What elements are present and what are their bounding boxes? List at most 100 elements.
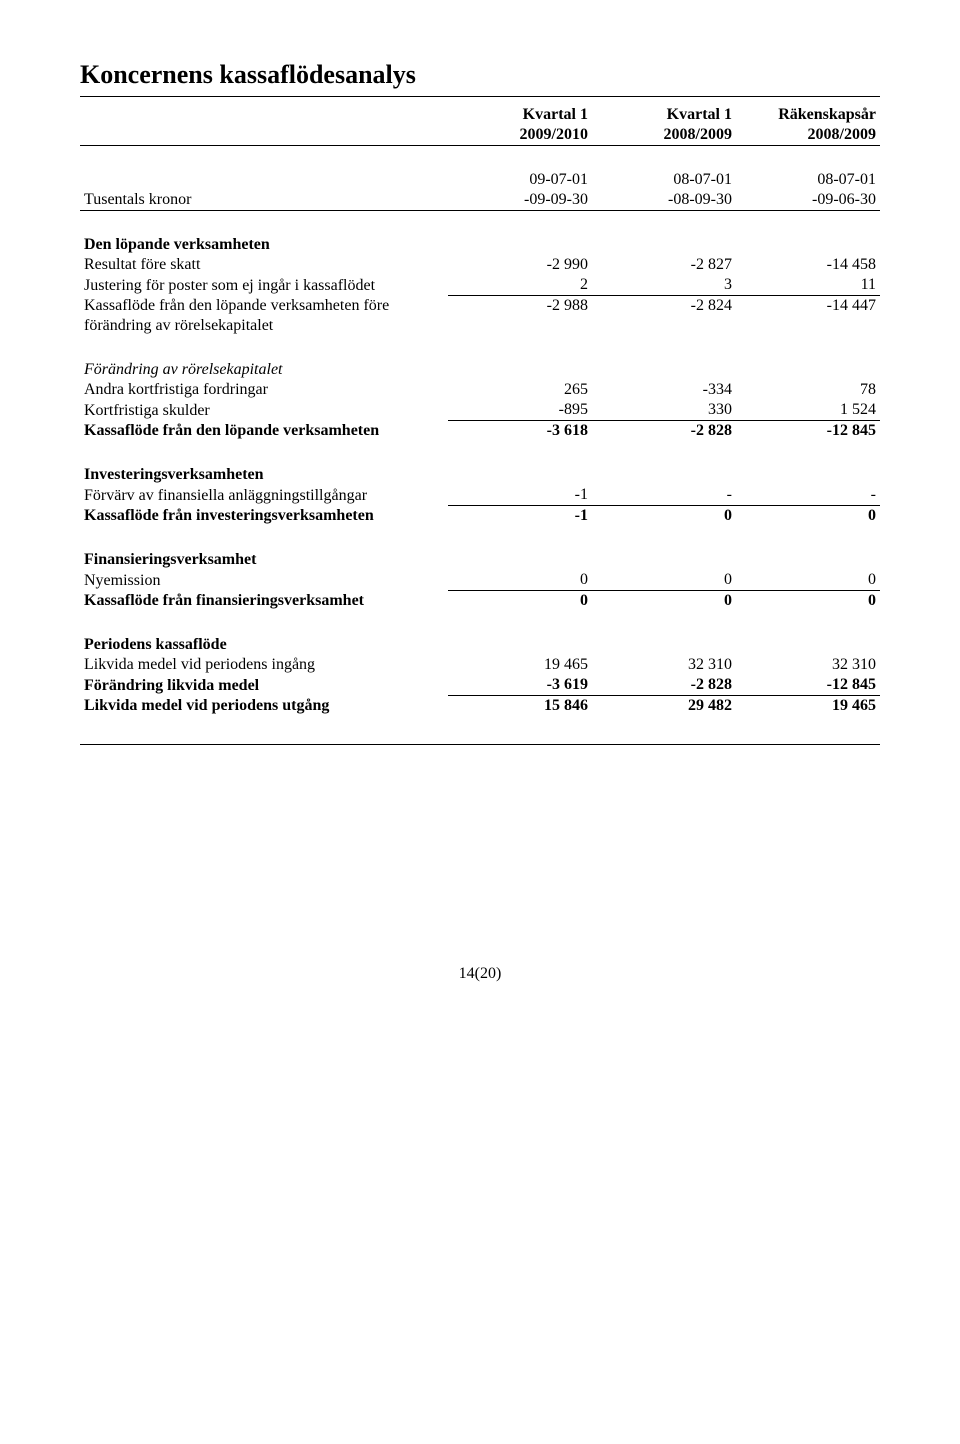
cell: -2 988	[448, 296, 592, 317]
cell: 0	[736, 591, 880, 612]
sec2-title: Förändring av rörelsekapitalet	[80, 360, 448, 380]
row-label: Nyemission	[80, 570, 448, 591]
col3-header2: 2008/2009	[736, 125, 880, 146]
cell: 0	[736, 506, 880, 527]
cell: -3 619	[448, 675, 592, 696]
table-row: Resultat före skatt -2 990 -2 827 -14 45…	[80, 255, 880, 275]
cell: -2 828	[592, 675, 736, 696]
date-c1: 09-07-01	[448, 170, 592, 190]
cell: -2 990	[448, 255, 592, 275]
spacer	[80, 211, 880, 236]
table-row: Kassaflöde från finansieringsverksamhet …	[80, 591, 880, 612]
cashflow-table: Kvartal 1 Kvartal 1 Räkenskapsår 2009/20…	[80, 105, 880, 716]
cell: -2 824	[592, 296, 736, 317]
sec1-title: Den löpande verksamheten	[80, 235, 448, 255]
cell: 32 310	[592, 655, 736, 675]
sec5-title-row: Periodens kassaflöde	[80, 635, 880, 655]
table-row: Kassaflöde från investeringsverksamheten…	[80, 506, 880, 527]
table-row: Andra kortfristiga fordringar 265 -334 7…	[80, 380, 880, 400]
cell: 330	[592, 400, 736, 421]
table-row: Likvida medel vid periodens ingång 19 46…	[80, 655, 880, 675]
header-row-1: Kvartal 1 Kvartal 1 Räkenskapsår	[80, 105, 880, 125]
cell: -334	[592, 380, 736, 400]
date2-c1: -09-09-30	[448, 190, 592, 211]
table-row: Kassaflöde från den löpande verksamheten…	[80, 296, 880, 317]
header-row-2: 2009/2010 2008/2009 2008/2009	[80, 125, 880, 146]
col1-header1: Kvartal 1	[448, 105, 592, 125]
sec4-title-row: Finansieringsverksamhet	[80, 550, 880, 570]
page-number: 14(20)	[80, 965, 880, 983]
cell: 3	[592, 275, 736, 296]
date-c2: 08-07-01	[592, 170, 736, 190]
cell: 0	[592, 591, 736, 612]
row-label: Kassaflöde från investeringsverksamheten	[80, 506, 448, 527]
spacer	[80, 336, 880, 360]
cell: -2 828	[592, 421, 736, 442]
sec5-title: Periodens kassaflöde	[80, 635, 448, 655]
row-label: Kassaflöde från den löpande verksamheten…	[80, 296, 448, 317]
cell: 1 524	[736, 400, 880, 421]
cell: -2 827	[592, 255, 736, 275]
date2-c3: -09-06-30	[736, 190, 880, 211]
sec3-title-row: Investeringsverksamheten	[80, 465, 880, 485]
page-title: Koncernens kassaflödesanalys	[80, 60, 880, 90]
row-label: Förändring likvida medel	[80, 675, 448, 696]
table-row: Nyemission 0 0 0	[80, 570, 880, 591]
table-row: Likvida medel vid periodens utgång 15 84…	[80, 696, 880, 717]
cell: 19 465	[448, 655, 592, 675]
row-label: Justering för poster som ej ingår i kass…	[80, 275, 448, 296]
table-row: Förvärv av finansiella anläggningstillgå…	[80, 485, 880, 506]
cell: -12 845	[736, 421, 880, 442]
row-label: Förvärv av finansiella anläggningstillgå…	[80, 485, 448, 506]
cell: 0	[448, 570, 592, 591]
table-row: förändring av rörelsekapitalet	[80, 316, 880, 336]
table-row: Kortfristiga skulder -895 330 1 524	[80, 400, 880, 421]
cell: 0	[448, 591, 592, 612]
col2-header2: 2008/2009	[592, 125, 736, 146]
row-label: Kortfristiga skulder	[80, 400, 448, 421]
row-label: Kassaflöde från finansieringsverksamhet	[80, 591, 448, 612]
date-row-2: Tusentals kronor -09-09-30 -08-09-30 -09…	[80, 190, 880, 211]
cell: -895	[448, 400, 592, 421]
cell: -	[736, 485, 880, 506]
cell: 32 310	[736, 655, 880, 675]
col3-header1: Räkenskapsår	[736, 105, 880, 125]
row-label: Likvida medel vid periodens utgång	[80, 696, 448, 717]
cell: 19 465	[736, 696, 880, 717]
cell: -14 447	[736, 296, 880, 317]
spacer	[80, 146, 880, 171]
sec2-title-row: Förändring av rörelsekapitalet	[80, 360, 880, 380]
cell: 15 846	[448, 696, 592, 717]
cell: -1	[448, 506, 592, 527]
cell: -	[592, 485, 736, 506]
sec3-title: Investeringsverksamheten	[80, 465, 448, 485]
cell: 11	[736, 275, 880, 296]
row-label: förändring av rörelsekapitalet	[80, 316, 448, 336]
spacer	[80, 441, 880, 465]
col2-header1: Kvartal 1	[592, 105, 736, 125]
cell: -12 845	[736, 675, 880, 696]
cell: 0	[592, 570, 736, 591]
sec4-title: Finansieringsverksamhet	[80, 550, 448, 570]
cell: 2	[448, 275, 592, 296]
sec1-title-row: Den löpande verksamheten	[80, 235, 880, 255]
cell: 29 482	[592, 696, 736, 717]
cell: 265	[448, 380, 592, 400]
currency-label: Tusentals kronor	[80, 190, 448, 211]
cell: 0	[592, 506, 736, 527]
date2-c2: -08-09-30	[592, 190, 736, 211]
cell: -1	[448, 485, 592, 506]
spacer	[80, 526, 880, 550]
cell: -3 618	[448, 421, 592, 442]
date-c3: 08-07-01	[736, 170, 880, 190]
divider-bottom	[80, 744, 880, 745]
cell: 78	[736, 380, 880, 400]
table-row: Kassaflöde från den löpande verksamheten…	[80, 421, 880, 442]
table-row: Justering för poster som ej ingår i kass…	[80, 275, 880, 296]
cell: -14 458	[736, 255, 880, 275]
row-label: Andra kortfristiga fordringar	[80, 380, 448, 400]
divider-top	[80, 96, 880, 97]
spacer	[80, 611, 880, 635]
col1-header2: 2009/2010	[448, 125, 592, 146]
table-row: Förändring likvida medel -3 619 -2 828 -…	[80, 675, 880, 696]
